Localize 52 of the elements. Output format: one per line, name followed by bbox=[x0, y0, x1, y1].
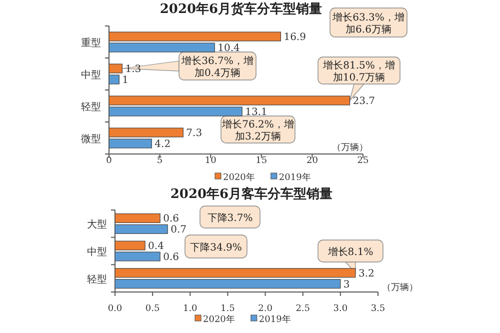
x-tick-label: 10 bbox=[204, 156, 217, 166]
annotation: 增长36.7%，增加0.4万辆 bbox=[180, 55, 254, 79]
x-axis-title: （万辆） bbox=[382, 282, 418, 293]
annotation: 下降34.9% bbox=[190, 242, 242, 254]
legend-label: 2019年 bbox=[258, 314, 291, 325]
x-tick-label: 15 bbox=[256, 156, 268, 166]
chart-title: 2020年6月客车分车型销量 bbox=[170, 186, 333, 202]
y-tick-label: 重型 bbox=[81, 37, 101, 49]
x-axis-title: （万辆） bbox=[332, 142, 368, 153]
x-tick-label: 2.5 bbox=[296, 304, 310, 314]
x-tick-label: 5 bbox=[156, 156, 163, 166]
data-label: 10.4 bbox=[218, 43, 240, 54]
data-label: 23.7 bbox=[352, 96, 376, 107]
x-tick-label: 20 bbox=[306, 156, 318, 166]
data-label: 0.7 bbox=[170, 224, 187, 236]
x-tick-label: 25 bbox=[357, 156, 369, 166]
y-tick-label: 大型 bbox=[87, 218, 107, 231]
legend-label: 2020年 bbox=[223, 172, 255, 183]
data-label: 0.6 bbox=[163, 252, 179, 263]
data-label: 7.3 bbox=[186, 128, 202, 139]
callout: 增长76.2%，增加3.2万辆 bbox=[220, 116, 296, 144]
y-tick-label: 轻型 bbox=[87, 273, 107, 286]
annotation: 下降3.7% bbox=[207, 212, 253, 224]
callout: 下降3.7% bbox=[200, 206, 260, 228]
data-label: 4.2 bbox=[154, 139, 171, 150]
legend-label: 2019年 bbox=[278, 172, 311, 183]
callout: 增长63.3%，增加6.6万辆 bbox=[330, 8, 408, 38]
data-label: 0.6 bbox=[163, 214, 179, 225]
data-label: 0.4 bbox=[148, 241, 164, 252]
data-label: 3.2 bbox=[358, 268, 374, 280]
x-tick-label: 0.0 bbox=[108, 304, 122, 314]
data-label: 13.1 bbox=[245, 107, 268, 118]
callout: 下降34.9% bbox=[184, 234, 248, 258]
x-tick-label: 1.0 bbox=[182, 304, 198, 314]
data-label: 16.9 bbox=[284, 32, 306, 43]
legend-label: 2020年 bbox=[203, 314, 235, 325]
x-tick-label: 1.5 bbox=[220, 304, 236, 314]
chart-title: 2020年6月货车分车型销量 bbox=[160, 1, 322, 17]
x-tick-label: 3.5 bbox=[370, 304, 386, 314]
y-tick-label: 中型 bbox=[87, 246, 107, 258]
data-label: 1.3 bbox=[125, 64, 142, 75]
annotation: 增长8.1% bbox=[326, 246, 374, 258]
x-tick-label: 0.5 bbox=[145, 304, 160, 314]
x-tick-label: 3.0 bbox=[333, 304, 348, 314]
annotation: 增长81.5%，增加10.7万辆 bbox=[322, 60, 395, 84]
x-tick-label: 2.0 bbox=[258, 304, 273, 314]
x-tick-label: 0 bbox=[106, 156, 112, 166]
data-label: 1 bbox=[122, 75, 129, 86]
y-tick-label: 轻型 bbox=[81, 101, 101, 113]
y-tick-label: 中型 bbox=[81, 69, 101, 81]
y-tick-label: 微型 bbox=[81, 133, 101, 145]
data-label: 3 bbox=[343, 279, 350, 290]
